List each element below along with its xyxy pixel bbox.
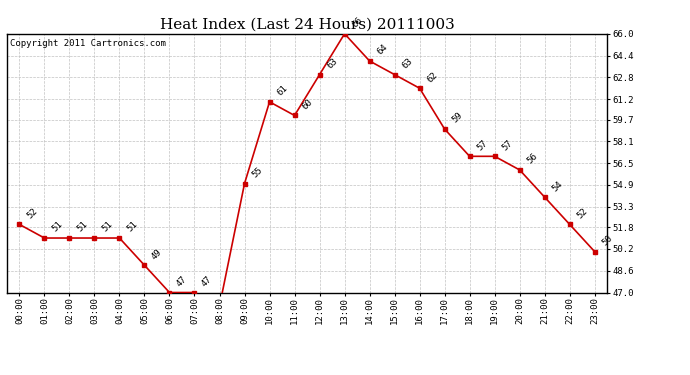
- Text: 47: 47: [200, 274, 214, 288]
- Text: 46: 46: [0, 374, 1, 375]
- Text: 57: 57: [475, 138, 489, 152]
- Text: 51: 51: [75, 220, 89, 234]
- Title: Heat Index (Last 24 Hours) 20111003: Heat Index (Last 24 Hours) 20111003: [159, 17, 455, 31]
- Text: 66: 66: [350, 16, 364, 30]
- Text: 49: 49: [150, 247, 164, 261]
- Text: 56: 56: [525, 152, 539, 166]
- Text: 54: 54: [550, 179, 564, 193]
- Text: 57: 57: [500, 138, 514, 152]
- Text: 51: 51: [100, 220, 114, 234]
- Text: 60: 60: [300, 98, 314, 111]
- Text: 63: 63: [325, 57, 339, 70]
- Text: Copyright 2011 Cartronics.com: Copyright 2011 Cartronics.com: [10, 39, 166, 48]
- Text: 47: 47: [175, 274, 189, 288]
- Text: 64: 64: [375, 43, 389, 57]
- Text: 55: 55: [250, 165, 264, 179]
- Text: 62: 62: [425, 70, 439, 84]
- Text: 51: 51: [50, 220, 64, 234]
- Text: 61: 61: [275, 84, 289, 98]
- Text: 52: 52: [25, 206, 39, 220]
- Text: 51: 51: [125, 220, 139, 234]
- Text: 50: 50: [600, 234, 614, 248]
- Text: 59: 59: [450, 111, 464, 125]
- Text: 52: 52: [575, 206, 589, 220]
- Text: 63: 63: [400, 57, 414, 70]
